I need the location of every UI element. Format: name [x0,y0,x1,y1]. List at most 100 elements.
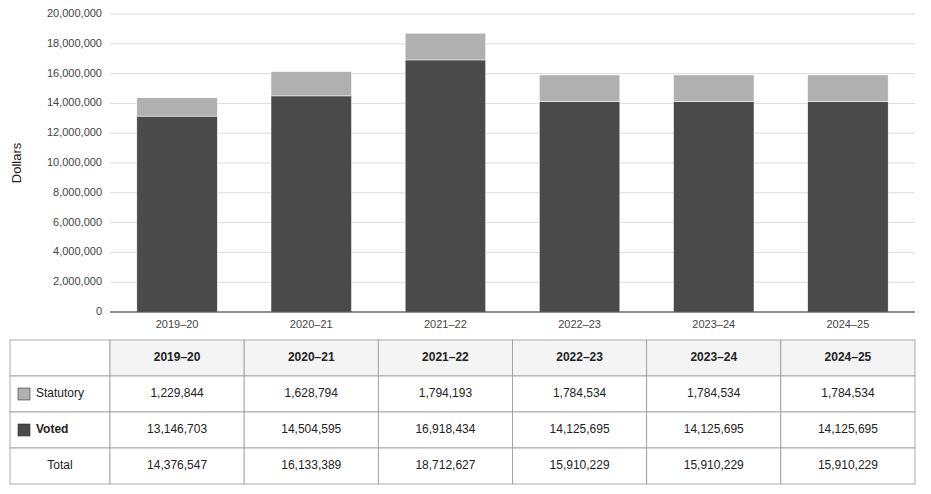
table-cell [244,412,378,448]
table-value: 1,784,534 [687,386,741,400]
grid [110,14,915,312]
table-total: 16,133,389 [281,458,341,472]
table-cell [378,376,512,412]
table-cell [244,448,378,484]
grid-line [110,282,915,283]
table-cell [781,340,915,376]
y-axis-label: Dollars [9,142,24,183]
table-total: 15,910,229 [550,458,610,472]
table-cell [244,376,378,412]
bar [405,60,486,312]
table-cell [110,340,244,376]
table-cell [10,448,110,484]
table-header: 2019–20 [154,350,201,364]
table-cell [781,412,915,448]
table-value: 1,784,534 [553,386,607,400]
x-tick-label: 2024–25 [827,318,870,330]
table-cell [110,448,244,484]
y-tick-label: 18,000,000 [47,37,102,49]
bar [539,102,620,312]
grid-line [110,43,915,44]
bar [808,102,889,312]
grid-line [110,163,915,164]
y-tick-label: 2,000,000 [53,275,102,287]
legend-swatch [18,388,30,400]
bar [271,96,352,312]
table-header: 2020–21 [288,350,335,364]
grid-line [110,14,915,15]
table-cell [10,412,110,448]
table-value: 1,229,844 [150,386,204,400]
bars [137,33,888,312]
bar [405,33,486,60]
chart: 0 2,000,000 4,000,000 6,000,000 8,000,000 10,… [0,0,931,494]
grid-line [110,73,915,74]
bar [137,98,218,116]
table-header: 2024–25 [825,350,872,364]
bar [674,75,755,102]
x-tick-label: 2020–21 [290,318,333,330]
table-value: 14,125,695 [684,422,744,436]
legend-entry: Statutory [36,386,84,400]
y-tick-label: 20,000,000 [47,7,102,19]
table-cell [647,340,781,376]
table-header: 2022–23 [556,350,603,364]
table-total: 15,910,229 [818,458,878,472]
y-tick-label: 10,000,000 [47,156,102,168]
table-total: 18,712,627 [415,458,475,472]
table-cell [781,376,915,412]
grid-line [110,252,915,253]
table-cell [10,376,110,412]
table-value: 14,125,695 [818,422,878,436]
table-header: 2023–24 [690,350,737,364]
x-tick-label: 2021–22 [424,318,467,330]
table-cell [647,412,781,448]
table-value: 13,146,703 [147,422,207,436]
grid-line [110,133,915,134]
bar [137,116,218,312]
table-value: 1,794,193 [419,386,473,400]
x-tick-label: 2023–24 [692,318,735,330]
y-tick-label: 4,000,000 [53,245,102,257]
table-header: 2021–22 [422,350,469,364]
table-cell [10,340,110,376]
bar [674,102,755,312]
table-cell [513,448,647,484]
table-cell [513,376,647,412]
table-cell [378,340,512,376]
table-cell [110,412,244,448]
table-total: 15,910,229 [684,458,744,472]
bar [539,75,620,102]
y-tick-label: 14,000,000 [47,96,102,108]
x-axis [110,312,915,313]
table-cell [513,412,647,448]
table-value: 1,784,534 [821,386,875,400]
table-cell [378,412,512,448]
table-cell [781,448,915,484]
table-row-label: Total [47,458,72,472]
grid-line [110,192,915,193]
x-tick-label: 2022–23 [558,318,601,330]
table-cell [647,448,781,484]
table-cell [378,448,512,484]
y-tick-label: 0 [96,305,102,317]
y-tick-label: 8,000,000 [53,186,102,198]
table-value: 14,125,695 [550,422,610,436]
y-tick-label: 6,000,000 [53,216,102,228]
table-cell [647,376,781,412]
y-tick-label: 12,000,000 [47,126,102,138]
table-value: 16,918,434 [415,422,475,436]
grid-line [110,222,915,223]
legend-entry: Voted [36,422,68,436]
table: 2019–20 2020–21 2021–22 2022–23 2023–24 2024–… [10,340,915,484]
y-tick-label: 16,000,000 [47,67,102,79]
grid-line [110,103,915,104]
legend-swatch [18,424,30,436]
x-tick-label: 2019–20 [156,318,199,330]
grid-line [110,312,915,313]
table-cell [244,340,378,376]
table-cell [110,376,244,412]
table-value: 14,504,595 [281,422,341,436]
table-value: 1,628,794 [285,386,339,400]
table-cell [513,340,647,376]
